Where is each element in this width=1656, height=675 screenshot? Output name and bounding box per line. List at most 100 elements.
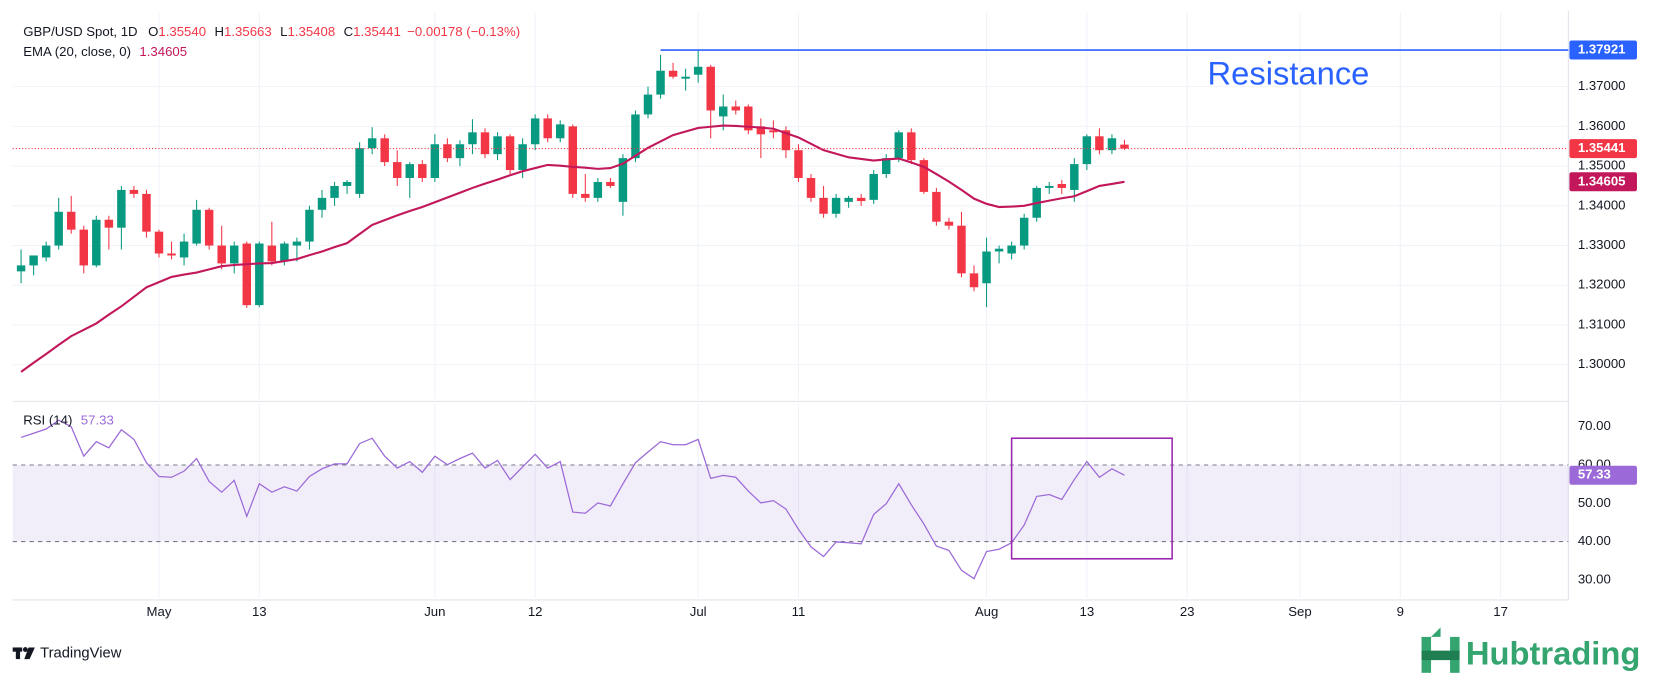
candle-body bbox=[856, 197, 866, 202]
candle-body bbox=[530, 118, 540, 145]
y-tick-label: 1.37000 bbox=[1578, 78, 1626, 93]
candle-body bbox=[769, 130, 778, 133]
x-tick-label: 12 bbox=[528, 604, 543, 619]
candle-body bbox=[1107, 138, 1117, 151]
header-title: GBP/USD Spot, 1D bbox=[23, 24, 137, 39]
x-tick-label: 17 bbox=[1493, 604, 1508, 619]
candle-body bbox=[894, 132, 904, 159]
header-key: O bbox=[148, 24, 158, 39]
y-tick-label: 70.00 bbox=[1578, 418, 1611, 433]
price-tag-label: 57.33 bbox=[1578, 467, 1611, 482]
candle-body bbox=[518, 144, 527, 171]
header-key: H bbox=[215, 24, 225, 39]
candle-body bbox=[656, 70, 665, 95]
candle-body bbox=[493, 136, 502, 155]
candle-body bbox=[104, 219, 114, 228]
candle-body bbox=[693, 66, 703, 75]
candle-body bbox=[719, 106, 728, 117]
candle-body bbox=[1120, 144, 1129, 149]
candle-body bbox=[1070, 164, 1079, 190]
candle-body bbox=[418, 164, 427, 179]
candle-body bbox=[932, 191, 941, 222]
candle-body bbox=[543, 118, 552, 139]
candle-body bbox=[455, 144, 465, 159]
y-tick-label: 1.34000 bbox=[1578, 197, 1626, 212]
candle-body bbox=[280, 243, 289, 262]
candle-body bbox=[29, 255, 38, 266]
candle-body bbox=[982, 251, 991, 284]
header-key: C bbox=[344, 24, 354, 39]
x-tick-label: May bbox=[147, 604, 172, 619]
candle-body bbox=[1095, 136, 1104, 151]
candle-body bbox=[129, 189, 139, 194]
rsi-legend: RSI (14) 57.33 bbox=[23, 413, 114, 428]
candle-body bbox=[1045, 185, 1054, 188]
candle-body bbox=[919, 160, 929, 192]
candle-body bbox=[480, 132, 490, 155]
header-value: 1.35408 bbox=[288, 24, 336, 39]
ema-legend-value: 1.34605 bbox=[139, 44, 187, 59]
candle-body bbox=[957, 225, 966, 274]
footer-right: Hubtrading bbox=[1466, 635, 1640, 672]
candle-body bbox=[380, 138, 389, 163]
hubtrading-logo bbox=[1421, 627, 1460, 673]
tradingview-logo bbox=[12, 647, 35, 660]
y-tick-label: 50.00 bbox=[1578, 495, 1611, 510]
candle-body bbox=[192, 209, 201, 244]
candle-body bbox=[117, 189, 126, 228]
candle-body bbox=[643, 94, 653, 115]
candle-body bbox=[242, 243, 251, 306]
candle-body bbox=[882, 158, 891, 175]
price-tag-label: 1.37921 bbox=[1578, 42, 1626, 57]
header-change: −0.00178 (−0.13%) bbox=[407, 24, 520, 39]
candle-body bbox=[819, 197, 828, 214]
candle-body bbox=[430, 144, 440, 179]
header-value: 1.35540 bbox=[158, 24, 206, 39]
price-tag bbox=[1569, 139, 1637, 159]
candle-body bbox=[556, 124, 565, 139]
candle-body bbox=[744, 106, 753, 131]
candle-body bbox=[505, 136, 515, 171]
candle-body bbox=[92, 219, 101, 266]
ema-line bbox=[20, 124, 1125, 373]
candle-body bbox=[468, 132, 477, 145]
candle-body bbox=[1019, 217, 1029, 246]
x-tick-label: 23 bbox=[1180, 604, 1195, 619]
candle-body bbox=[79, 229, 88, 266]
rsi-legend-name: RSI (14) bbox=[23, 413, 72, 428]
candle-body bbox=[706, 66, 715, 111]
y-tick-label: 1.36000 bbox=[1578, 118, 1626, 133]
candle-body bbox=[305, 209, 314, 242]
price-tag bbox=[1569, 172, 1637, 192]
candle-body bbox=[367, 138, 377, 149]
candle-body bbox=[794, 150, 803, 179]
x-tick-label: 13 bbox=[1080, 604, 1095, 619]
candle-body bbox=[581, 193, 590, 198]
candle-body bbox=[781, 130, 791, 151]
candle-body bbox=[317, 197, 327, 210]
candle-body bbox=[668, 70, 678, 77]
ema-legend-name: EMA (20, close, 0) bbox=[23, 44, 131, 59]
candle-body bbox=[1082, 136, 1092, 165]
candle-body bbox=[618, 158, 628, 202]
header-key: L bbox=[280, 24, 287, 39]
candle-body bbox=[606, 181, 615, 186]
candle-body bbox=[831, 197, 841, 214]
candle-body bbox=[731, 106, 741, 111]
candle-body bbox=[969, 273, 979, 288]
candle-body bbox=[267, 245, 277, 262]
candle-body bbox=[806, 178, 816, 198]
candle-body bbox=[1007, 245, 1016, 254]
rsi-legend-value: 57.33 bbox=[81, 413, 114, 428]
rsi-band bbox=[12, 465, 1569, 542]
price-tag bbox=[1569, 465, 1637, 485]
candle-body bbox=[631, 114, 640, 159]
header: GBP/USD Spot, 1D O1.35540 H1.35663 L1.35408… bbox=[23, 24, 520, 39]
x-tick-label: Sep bbox=[1288, 604, 1311, 619]
header-value: 1.35663 bbox=[224, 24, 272, 39]
candle-body bbox=[67, 211, 76, 230]
y-tick-label: 40.00 bbox=[1578, 533, 1611, 548]
candle-body bbox=[330, 185, 339, 198]
